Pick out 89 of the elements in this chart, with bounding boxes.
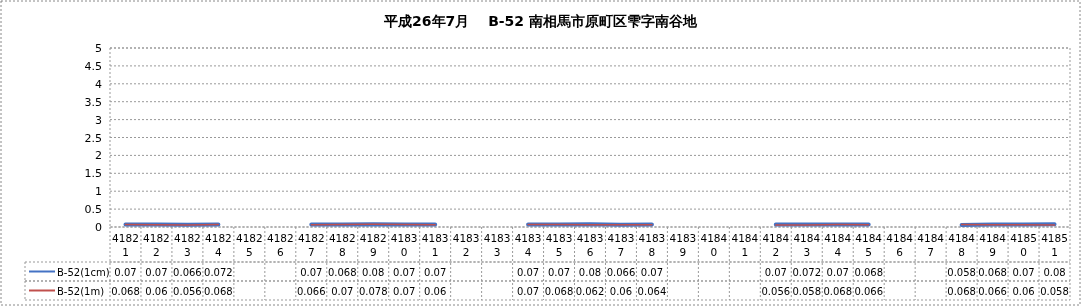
x-tick-label: 41828 bbox=[328, 232, 356, 258]
data-label: 0.08 bbox=[578, 266, 602, 278]
data-label: 0.066 bbox=[854, 285, 884, 297]
x-tick-label: 41824 bbox=[205, 232, 232, 258]
data-label: 0.07 bbox=[393, 266, 416, 278]
legend-label: B-52(1cm) bbox=[57, 266, 110, 278]
y-tick-label: 3 bbox=[95, 113, 102, 127]
x-tick-label: 41842 bbox=[762, 232, 790, 258]
x-tick-label: 41850 bbox=[1010, 232, 1037, 258]
data-label: 0.062 bbox=[575, 285, 605, 297]
y-tick-label: 0 bbox=[95, 221, 102, 234]
x-tick-label: 41830 bbox=[390, 232, 418, 258]
x-tick-label: 41831 bbox=[421, 232, 449, 258]
data-label: 0.08 bbox=[362, 266, 385, 278]
data-label: 0.07 bbox=[145, 266, 168, 278]
data-label: 0.064 bbox=[637, 285, 667, 297]
x-tick-label: 41822 bbox=[143, 232, 170, 258]
y-tick-label: 2 bbox=[95, 149, 102, 163]
data-label: 0.068 bbox=[111, 285, 140, 297]
y-tick-label: 4 bbox=[95, 77, 102, 91]
y-tick-label: 5 bbox=[95, 42, 102, 55]
data-label: 0.066 bbox=[978, 285, 1007, 297]
legend-label: B-52(1m) bbox=[57, 285, 105, 297]
data-label: 0.07 bbox=[764, 266, 787, 278]
data-label: 0.07 bbox=[1012, 266, 1035, 278]
data-label: 0.072 bbox=[204, 266, 233, 278]
x-tick-label: 41825 bbox=[235, 232, 263, 258]
x-tick-label: 41847 bbox=[917, 232, 945, 258]
x-tick-label: 41823 bbox=[174, 232, 201, 258]
x-tick-label: 41826 bbox=[266, 232, 294, 258]
x-tick-label: 41848 bbox=[948, 232, 976, 258]
y-tick-label: 0.5 bbox=[84, 203, 102, 217]
x-tick-label: 41837 bbox=[607, 232, 635, 258]
data-label: 0.068 bbox=[327, 266, 357, 278]
data-label: 0.058 bbox=[947, 266, 976, 278]
x-tick-label: 41846 bbox=[886, 232, 914, 258]
x-tick-label: 41851 bbox=[1041, 232, 1068, 258]
x-tick-label: 41833 bbox=[483, 232, 511, 258]
x-tick-label: 41827 bbox=[297, 232, 325, 258]
y-tick-label: 1 bbox=[95, 185, 102, 199]
x-tick-label: 41821 bbox=[112, 232, 139, 258]
data-label: 0.06 bbox=[145, 285, 168, 297]
data-label: 0.066 bbox=[173, 266, 202, 278]
data-label: 0.07 bbox=[114, 266, 137, 278]
x-tick-label: 41829 bbox=[359, 232, 387, 258]
x-tick-label: 41841 bbox=[731, 232, 759, 258]
x-tick-label: 41839 bbox=[669, 232, 697, 258]
data-label: 0.07 bbox=[393, 285, 416, 297]
data-label: 0.07 bbox=[424, 266, 447, 278]
data-label: 0.056 bbox=[173, 285, 202, 297]
data-label: 0.07 bbox=[331, 285, 354, 297]
x-tick-label: 41834 bbox=[514, 232, 542, 258]
x-tick-label: 41836 bbox=[576, 232, 604, 258]
y-tick-label: 3.5 bbox=[84, 95, 102, 109]
data-label: 0.056 bbox=[761, 285, 791, 297]
y-tick-label: 2.5 bbox=[84, 131, 102, 145]
data-label: 0.07 bbox=[826, 266, 849, 278]
data-label: 0.06 bbox=[1012, 285, 1035, 297]
x-tick-label: 41840 bbox=[700, 232, 728, 258]
data-label: 0.066 bbox=[296, 285, 326, 297]
chart-title: 平成26年7月 B-52 南相馬市原町区雫字南谷地 bbox=[383, 13, 698, 29]
data-label: 0.072 bbox=[792, 266, 822, 278]
x-tick-label: 41844 bbox=[824, 232, 852, 258]
data-label: 0.068 bbox=[204, 285, 233, 297]
x-tick-label: 41843 bbox=[793, 232, 821, 258]
data-label: 0.058 bbox=[1040, 285, 1069, 297]
data-label: 0.06 bbox=[424, 285, 447, 297]
data-label: 0.08 bbox=[1043, 266, 1066, 278]
x-tick-label: 41832 bbox=[452, 232, 480, 258]
data-label: 0.07 bbox=[300, 266, 323, 278]
y-tick-label: 4.5 bbox=[84, 59, 102, 73]
y-tick-label: 1.5 bbox=[84, 167, 102, 181]
x-tick-label: 41845 bbox=[855, 232, 883, 258]
x-tick-label: 41838 bbox=[638, 232, 666, 258]
x-tick-label: 41835 bbox=[545, 232, 573, 258]
data-label: 0.068 bbox=[544, 285, 574, 297]
data-label: 0.07 bbox=[516, 285, 540, 297]
data-label: 0.07 bbox=[640, 266, 664, 278]
data-label: 0.07 bbox=[516, 266, 540, 278]
data-label: 0.068 bbox=[823, 285, 853, 297]
data-label: 0.07 bbox=[547, 266, 571, 278]
data-label: 0.068 bbox=[978, 266, 1007, 278]
data-label: 0.06 bbox=[609, 285, 633, 297]
data-label: 0.058 bbox=[792, 285, 822, 297]
data-label: 0.068 bbox=[947, 285, 976, 297]
data-label: 0.078 bbox=[358, 285, 388, 297]
data-label: 0.068 bbox=[854, 266, 884, 278]
x-tick-label: 41849 bbox=[979, 232, 1007, 258]
data-label: 0.066 bbox=[606, 266, 636, 278]
